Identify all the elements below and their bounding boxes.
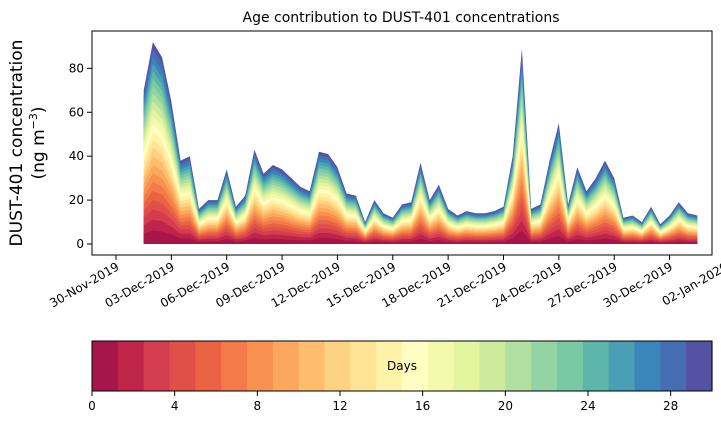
colorbar-tick-label: 20 bbox=[498, 399, 513, 413]
colorbar-segment bbox=[686, 341, 713, 391]
y-ticks: 0 20 40 60 80 bbox=[69, 61, 92, 251]
y-axis-label: DUST-401 concentration (ng m−3) bbox=[7, 40, 49, 247]
y-tick-label: 20 bbox=[69, 193, 84, 207]
colorbar-tick-label: 8 bbox=[254, 399, 262, 413]
colorbar-segment bbox=[247, 341, 274, 391]
colorbar-segment bbox=[376, 341, 403, 391]
colorbar-segment bbox=[479, 341, 506, 391]
colorbar-segment bbox=[634, 341, 661, 391]
colorbar-tick-label: 0 bbox=[88, 399, 96, 413]
stacked-areas bbox=[143, 42, 698, 245]
y-tick-label: 0 bbox=[76, 237, 84, 251]
colorbar-segment bbox=[557, 341, 584, 391]
colorbar-segment bbox=[453, 341, 481, 391]
chart-title: Age contribution to DUST-401 concentrati… bbox=[243, 10, 560, 26]
colorbar-segment bbox=[608, 341, 636, 391]
colorbar-frame bbox=[91, 340, 713, 392]
y-axis-label-line2: (ng m−3) bbox=[27, 106, 49, 179]
plot-frame bbox=[91, 30, 713, 256]
y-tick-label: 80 bbox=[69, 61, 84, 75]
colorbar-segment bbox=[272, 341, 300, 391]
colorbar-segment bbox=[117, 341, 145, 391]
colorbar-segment bbox=[169, 341, 196, 391]
colorbar-tick-label: 28 bbox=[663, 399, 678, 413]
y-axis-label-line1: DUST-401 concentration bbox=[7, 40, 27, 247]
colorbar-segment bbox=[505, 341, 532, 391]
colorbar-segment bbox=[92, 341, 119, 391]
x-ticks: 30-Nov-201903-Dec-201906-Dec-201909-Dec-… bbox=[47, 255, 721, 310]
colorbar-label: Days bbox=[387, 359, 417, 373]
y-tick-label: 60 bbox=[69, 105, 84, 119]
colorbar-segment bbox=[143, 341, 171, 391]
colorbar-segment bbox=[402, 341, 429, 391]
colorbar-tick-label: 16 bbox=[415, 399, 430, 413]
y-tick-label: 40 bbox=[69, 149, 84, 163]
age-band-0 bbox=[143, 230, 698, 245]
colorbar-segment bbox=[350, 341, 377, 391]
colorbar-tick-label: 12 bbox=[332, 399, 347, 413]
colorbar-segment bbox=[324, 341, 351, 391]
colorbar-segment bbox=[221, 341, 248, 391]
colorbar-segment bbox=[298, 341, 326, 391]
colorbar-ticks: 0 4 8 12 16 20 24 28 bbox=[88, 391, 678, 413]
colorbar-tick-label: 4 bbox=[171, 399, 179, 413]
colorbar-tick-label: 24 bbox=[580, 399, 595, 413]
colorbar-segment bbox=[582, 341, 610, 391]
colorbar bbox=[92, 341, 713, 391]
colorbar-segment bbox=[427, 341, 455, 391]
colorbar-segment bbox=[660, 341, 687, 391]
colorbar-segment bbox=[195, 341, 222, 391]
colorbar-segment bbox=[531, 341, 558, 391]
